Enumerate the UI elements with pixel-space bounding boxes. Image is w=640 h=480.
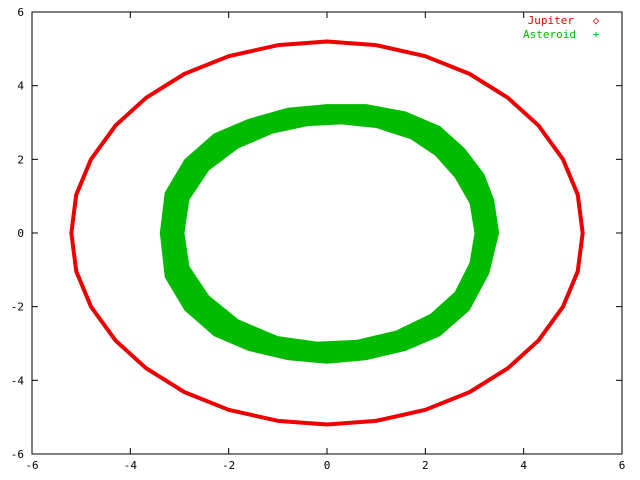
jupiter-point-0	[581, 232, 584, 235]
jupiter-point-25	[375, 419, 378, 422]
legend-marker-jupiter: ◇	[593, 14, 600, 27]
legend-label-asteroid: Asteroid	[523, 28, 576, 41]
y-tick-label-1: -4	[11, 374, 25, 387]
x-tick-label-6: 6	[619, 459, 626, 472]
jupiter-point-31	[576, 270, 579, 273]
jupiter-point-30	[562, 305, 565, 308]
jupiter-point-24	[326, 423, 329, 426]
jupiter-point-11	[183, 72, 186, 75]
jupiter-point-16	[70, 232, 73, 235]
x-tick-label-5: 4	[520, 459, 527, 472]
jupiter-point-12	[145, 96, 148, 99]
jupiter-point-22	[227, 408, 230, 411]
jupiter-point-13	[114, 124, 117, 127]
jupiter-point-9	[276, 44, 279, 47]
x-tick-label-2: -2	[222, 459, 235, 472]
x-tick-label-4: 2	[422, 459, 429, 472]
jupiter-point-15	[75, 193, 78, 196]
jupiter-point-7	[375, 44, 378, 47]
x-tick-label-3: 0	[324, 459, 331, 472]
legend-marker-asteroid: +	[593, 28, 600, 41]
jupiter-point-4	[507, 96, 510, 99]
jupiter-point-19	[114, 339, 117, 342]
y-tick-label-3: 0	[17, 227, 24, 240]
jupiter-point-1	[576, 193, 579, 196]
jupiter-point-14	[90, 158, 93, 161]
jupiter-point-17	[75, 270, 78, 273]
jupiter-point-10	[227, 55, 230, 58]
jupiter-point-18	[90, 305, 93, 308]
jupiter-point-6	[424, 55, 427, 58]
jupiter-point-5	[468, 72, 471, 75]
x-tick-label-1: -4	[124, 459, 138, 472]
jupiter-point-8	[326, 40, 329, 43]
jupiter-point-2	[562, 158, 565, 161]
jupiter-point-27	[468, 391, 471, 394]
y-tick-label-4: 2	[17, 153, 24, 166]
jupiter-point-21	[183, 391, 186, 394]
legend-label-jupiter: Jupiter	[528, 14, 575, 27]
y-tick-label-2: -2	[11, 301, 24, 314]
y-tick-label-5: 4	[17, 80, 24, 93]
jupiter-point-28	[507, 367, 510, 370]
y-tick-label-6: 6	[17, 6, 24, 19]
jupiter-point-3	[537, 124, 540, 127]
jupiter-point-29	[537, 339, 540, 342]
jupiter-point-26	[424, 408, 427, 411]
y-tick-label-0: -6	[11, 448, 24, 461]
jupiter-point-20	[145, 367, 148, 370]
x-tick-label-0: -6	[25, 459, 38, 472]
jupiter-point-23	[276, 419, 279, 422]
